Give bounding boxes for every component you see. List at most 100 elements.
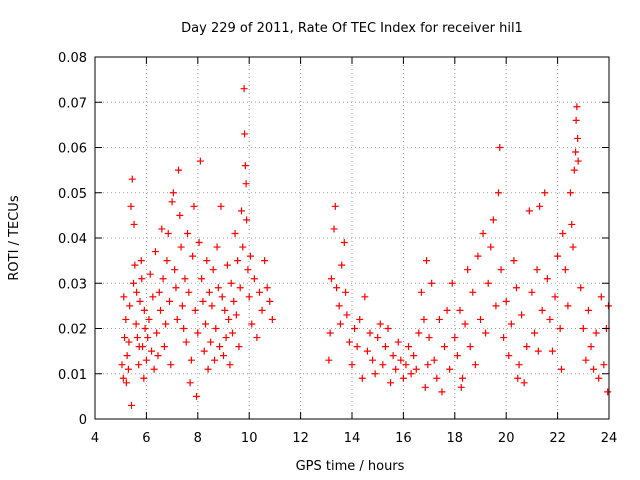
data-point — [464, 266, 472, 274]
data-point — [441, 343, 449, 351]
data-point — [140, 306, 148, 314]
data-point — [453, 352, 461, 360]
data-point — [243, 216, 251, 224]
data-point — [246, 252, 254, 260]
data-point — [166, 297, 174, 305]
data-point — [207, 338, 215, 346]
data-point — [125, 338, 133, 346]
data-point — [195, 239, 203, 247]
data-point — [250, 275, 258, 283]
data-point — [376, 320, 384, 328]
data-point — [415, 329, 423, 337]
data-point — [394, 338, 402, 346]
data-point — [448, 279, 456, 287]
data-point — [248, 320, 256, 328]
data-point — [340, 239, 348, 247]
data-point — [150, 365, 158, 373]
data-point — [417, 288, 425, 296]
data-point — [144, 334, 152, 342]
data-point — [244, 266, 252, 274]
data-point — [122, 379, 130, 387]
data-point — [211, 356, 219, 364]
data-point — [515, 361, 523, 369]
data-point — [258, 306, 266, 314]
data-point — [358, 374, 366, 382]
x-tick-label: 18 — [447, 431, 464, 446]
data-point — [402, 361, 410, 369]
data-point — [130, 279, 138, 287]
data-point — [330, 225, 338, 233]
data-point — [348, 361, 356, 369]
data-point — [157, 306, 165, 314]
data-point — [268, 315, 276, 323]
data-point — [604, 302, 612, 310]
data-point — [590, 365, 598, 373]
data-point — [433, 374, 441, 382]
data-point — [582, 356, 590, 364]
chart-title: Day 229 of 2011, Rate Of TEC Index for r… — [181, 21, 523, 36]
data-point — [177, 243, 185, 251]
data-point — [538, 306, 546, 314]
data-point — [351, 325, 359, 332]
data-point — [263, 284, 271, 292]
y-tick-label: 0.01 — [58, 368, 87, 383]
data-point — [241, 130, 249, 138]
data-point — [484, 279, 492, 287]
data-point — [379, 361, 387, 369]
data-point — [199, 297, 207, 305]
data-point — [241, 162, 249, 170]
data-point — [505, 352, 513, 360]
data-point — [530, 329, 538, 337]
data-point — [579, 325, 587, 332]
data-point — [200, 347, 208, 355]
data-point — [261, 257, 269, 265]
data-point — [128, 175, 136, 183]
data-point — [186, 379, 194, 387]
data-point — [239, 243, 247, 251]
data-point — [548, 347, 556, 355]
data-point — [430, 356, 438, 364]
data-point — [209, 266, 217, 274]
data-point — [333, 284, 341, 292]
data-point — [120, 293, 128, 301]
x-tick-label: 4 — [91, 431, 99, 446]
data-point — [487, 243, 495, 251]
data-point — [564, 302, 572, 310]
data-point — [423, 257, 431, 265]
data-point — [392, 365, 400, 373]
data-point — [325, 356, 333, 364]
data-point — [135, 343, 143, 351]
data-point — [399, 374, 407, 382]
data-point — [231, 229, 239, 237]
data-point — [245, 293, 253, 301]
data-point — [266, 297, 274, 305]
data-point — [443, 306, 451, 314]
data-point — [180, 325, 188, 332]
data-point — [474, 252, 482, 260]
data-point — [151, 248, 159, 256]
data-point — [557, 365, 565, 373]
data-points — [118, 85, 612, 409]
y-tick-labels: 0 0.01 0.02 0.03 0.04 0.05 0.06 0.07 0.08 — [58, 51, 87, 428]
data-point — [140, 374, 148, 382]
x-tick-label: 10 — [241, 431, 258, 446]
data-point — [477, 315, 484, 323]
data-point — [466, 343, 474, 351]
data-point — [421, 383, 429, 391]
data-point — [185, 288, 193, 296]
data-point — [494, 189, 502, 197]
data-point — [184, 229, 192, 237]
data-point — [242, 180, 250, 188]
data-point — [153, 329, 161, 337]
data-point — [568, 220, 576, 228]
data-point — [572, 116, 580, 124]
data-point — [155, 288, 163, 296]
data-point — [217, 202, 225, 210]
data-point — [492, 302, 500, 310]
data-point — [214, 284, 222, 292]
data-point — [570, 166, 578, 174]
data-point — [331, 202, 339, 210]
data-point — [407, 370, 415, 378]
data-point — [132, 320, 140, 328]
data-point — [502, 297, 510, 305]
